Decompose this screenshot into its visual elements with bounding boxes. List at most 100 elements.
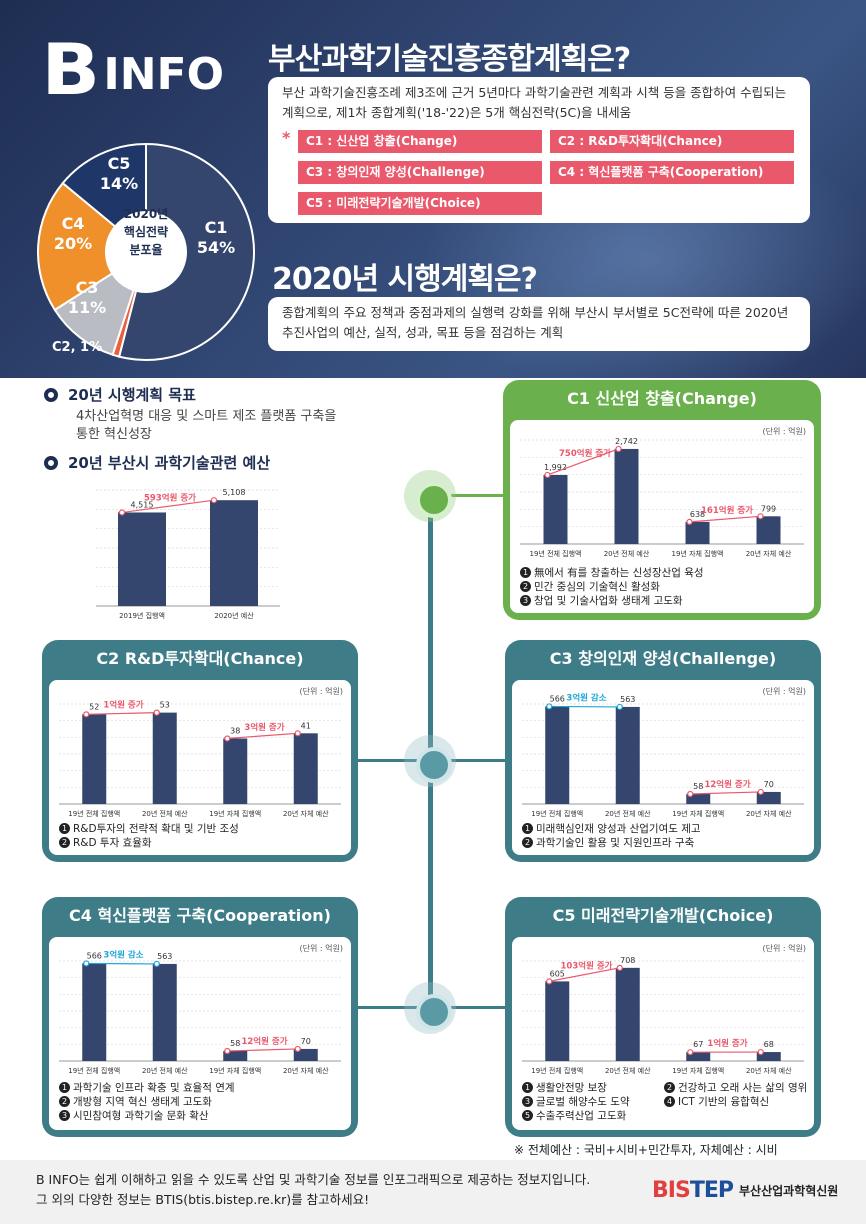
budget-bar-chart: 4,515 2019년 집행액 5,108 2020년 예산 593억원 증가: [88, 476, 288, 626]
value-label: 58: [693, 782, 703, 791]
category-label: 20년 전체 예산: [604, 549, 650, 558]
bullet-item: 2 R&D 투자 효율화: [59, 836, 239, 850]
value-label: 1,992: [544, 463, 567, 472]
category-label: 20년 자체 예산: [746, 549, 792, 558]
bar: [210, 500, 258, 606]
c5-bullets-left: 1 생활안전망 보장 3 글로벌 해양수도 도약 5 수출주력산업 고도화: [522, 1081, 630, 1123]
trend-point: [757, 513, 764, 520]
unit-label: (단위 : 억원): [762, 944, 806, 953]
bar: [293, 733, 318, 804]
circle-bullet-icon: [44, 455, 58, 470]
bullet-item: 1 과학기술 인프라 확충 및 효율적 연계: [59, 1081, 235, 1095]
change-annotation: 750억원 증가: [559, 448, 611, 459]
value-label: 38: [230, 726, 240, 735]
category-label: 19년 전체 집행액: [68, 809, 120, 818]
c2-bullets: 1 R&D투자의 전략적 확대 및 기반 조성 2 R&D 투자 효율화: [59, 822, 239, 850]
strategy-chip-c4: C4 : 혁신플랫폼 구축(Cooperation): [550, 161, 794, 184]
value-label: 41: [301, 721, 311, 730]
panel-title: C1 신산업 창출(Change): [567, 389, 757, 408]
trend-point: [757, 788, 764, 796]
value-label: 52: [89, 702, 99, 711]
panel-c3: C3 창의인재 양성(Challenge) (단위 : 억원) 566 19년 전…: [505, 640, 821, 862]
bar: [82, 714, 107, 804]
c1-bullets: 1 無에서 有를 창출하는 신성장산업 육성 2 민간 중심의 기술혁신 활성화 3…: [520, 566, 704, 608]
category-label: 19년 전체 집행액: [531, 1066, 583, 1075]
category-label: 19년 자체 집행액: [672, 1066, 724, 1075]
plan-description: 부산 과학기술진흥조례 제3조에 근거 5년마다 과학기술관련 계획과 시책 등…: [282, 85, 787, 120]
panel-title: C4 혁신플랫폼 구축(Cooperation): [69, 906, 331, 925]
bar: [223, 1051, 248, 1061]
bar: [152, 963, 177, 1061]
c2-bar-chart: 52 19년 전체 집행액 53 20년 전체 예산 38 19년 자체 집행액 41 20년…: [49, 680, 351, 820]
bar: [685, 521, 710, 544]
bullet-item: 4 ICT 기반의 융합혁신: [664, 1095, 807, 1109]
b-info-logo: B INFO: [41, 29, 225, 111]
bar: [152, 712, 177, 804]
bullet-item: 2 개방형 지역 혁신 생태계 고도화: [59, 1095, 235, 1109]
trend-point: [153, 960, 160, 968]
implementation-description-box: 종합계획의 주요 정책과 중점과제의 실행력 강화를 위해 부산시 부서별로 5…: [268, 297, 810, 351]
value-label: 638: [690, 510, 705, 519]
c1-bar-chart: 1,992 19년 전체 집행액 2,742 20년 전체 예산 638 19년 자체 집…: [510, 420, 814, 560]
panel-title: C3 창의인재 양성(Challenge): [549, 649, 777, 668]
category-label: 20년 전체 예산: [605, 809, 651, 818]
trend-point: [546, 978, 553, 985]
implementation-title: 2020년 시행계획은?: [272, 262, 538, 297]
category-label: 19년 전체 집행액: [531, 809, 583, 818]
value-label: 53: [160, 701, 170, 710]
donut-label-c4: C4 20%: [53, 214, 93, 253]
unit-label: (단위 : 억원): [299, 687, 343, 696]
c3-bar-chart: 566 19년 전체 집행액 563 20년 전체 예산 58 19년 자체 집행액 70 2…: [512, 680, 814, 820]
bar: [615, 706, 640, 804]
value-label: 68: [764, 1040, 774, 1049]
trend-line: [547, 448, 619, 476]
value-label: 58: [230, 1039, 240, 1048]
change-annotation: 3억원 감소: [103, 950, 143, 961]
trend-point: [224, 1047, 231, 1055]
bistep-mark: BISTEP: [652, 1178, 734, 1203]
change-annotation: 161억원 증가: [701, 505, 753, 516]
bullet-item: 2 민간 중심의 기술혁신 활성화: [520, 580, 704, 594]
change-annotation: 1억원 증가: [707, 1038, 747, 1049]
trend-point: [83, 960, 90, 967]
bar: [614, 448, 639, 544]
panel-title: C2 R&D투자확대(Chance): [96, 649, 304, 668]
panel-c4: C4 혁신플랫폼 구축(Cooperation) (단위 : 억원) 566 19…: [42, 897, 358, 1137]
value-label: 4,515: [131, 500, 154, 509]
change-annotation: 593억원 증가: [144, 492, 196, 503]
value-label: 2,742: [615, 437, 638, 446]
trend-line: [86, 712, 157, 715]
trend-point: [687, 1049, 694, 1056]
donut-hole: [106, 212, 186, 292]
bar: [686, 794, 711, 804]
value-label: 5,108: [223, 488, 246, 497]
category-label: 20년 전체 예산: [605, 1066, 651, 1075]
panel-body: (단위 : 억원) 566 19년 전체 집행액 563 20년 전체 예산 58 19년…: [512, 680, 814, 855]
value-label: 708: [620, 956, 635, 965]
trend-point: [210, 497, 218, 504]
value-label: 799: [761, 504, 776, 513]
bar: [118, 512, 166, 606]
bullet-item: 3 창업 및 기술사업화 생태계 고도화: [520, 594, 704, 608]
value-label: 566: [550, 694, 565, 703]
donut-label-c5: C5 14%: [99, 154, 139, 193]
budget-heading: 20년 부산시 과학기술관련 예산: [44, 452, 270, 473]
implementation-description: 종합계획의 주요 정책과 중점과제의 실행력 강화를 위해 부산시 부서별로 5…: [282, 305, 789, 340]
panel-body: (단위 : 억원) 1,992 19년 전체 집행액 2,742 20년 전체 예산 6…: [510, 420, 814, 613]
budget-footnote: ※ 전체예산 : 국비+시비+민간투자, 자체예산 : 시비: [514, 1143, 778, 1157]
strategy-chip-c1: C1 : 신산업 창출(Change): [298, 130, 542, 153]
donut-slice-c5: [61, 142, 147, 228]
trend-point: [83, 711, 90, 718]
panel-body: (단위 : 억원) 605 19년 전체 집행액 708 20년 전체 예산 67 19년…: [512, 937, 814, 1130]
trend-point: [757, 1048, 764, 1056]
c3-bullets: 1 미래핵심인재 양성과 산업기여도 제고 2 과학기술인 활용 및 지원인프라 구…: [522, 822, 701, 850]
connector-c1: [440, 494, 506, 497]
trend-point: [294, 730, 301, 737]
trend-line: [689, 515, 761, 523]
trend-line: [549, 967, 620, 982]
bar: [615, 967, 640, 1061]
trend-point: [544, 471, 551, 479]
trend-line: [121, 499, 215, 514]
trend-line: [549, 705, 620, 708]
value-label: 70: [301, 1037, 311, 1046]
